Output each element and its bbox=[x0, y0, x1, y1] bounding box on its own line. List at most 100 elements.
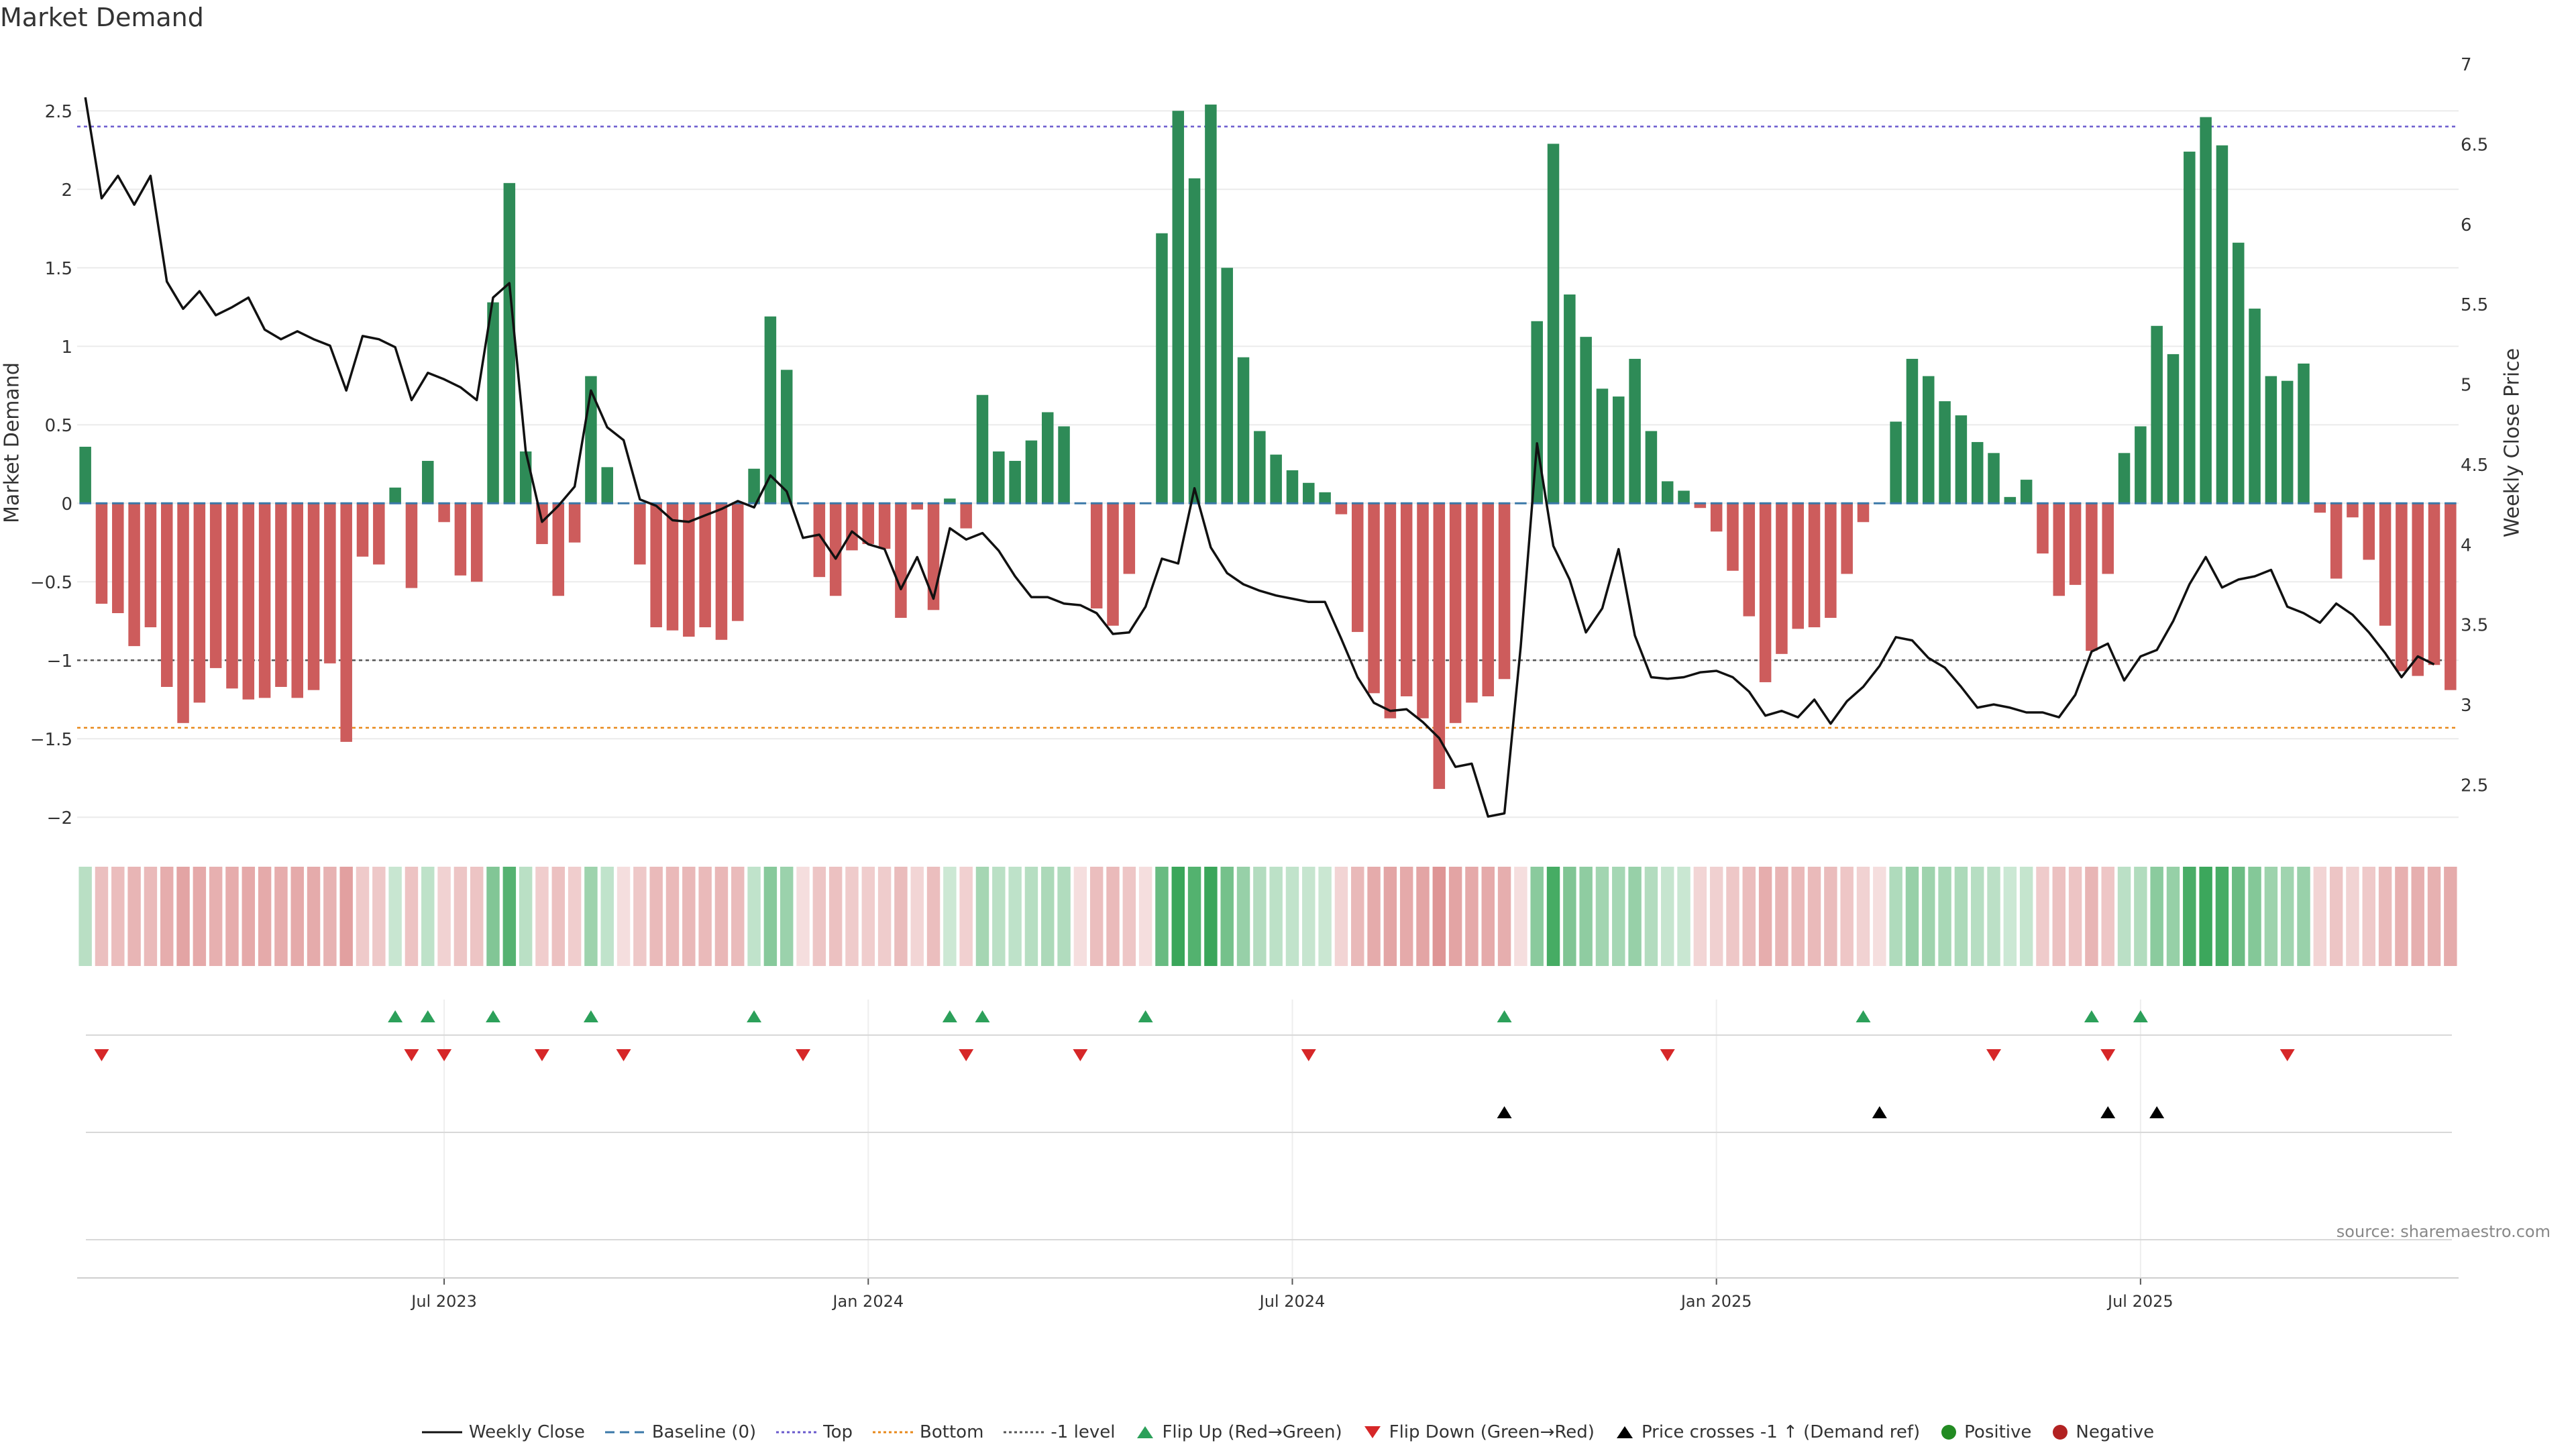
demand-bar bbox=[2265, 376, 2277, 504]
heat-cell bbox=[502, 867, 517, 966]
heat-cell bbox=[1204, 867, 1218, 966]
heat-cell bbox=[682, 867, 696, 966]
heat-cell bbox=[812, 867, 826, 966]
heat-cell bbox=[519, 867, 533, 966]
demand-bar bbox=[2445, 503, 2457, 690]
demand-bar bbox=[112, 503, 124, 613]
heat-cell bbox=[551, 867, 566, 966]
flip-up-marker bbox=[388, 1010, 403, 1022]
demand-bar bbox=[422, 461, 434, 504]
demand-bar bbox=[1384, 503, 1397, 718]
dashed-line-icon bbox=[604, 1431, 645, 1434]
x-tick-label: Jul 2025 bbox=[2106, 1292, 2174, 1311]
demand-bar bbox=[764, 316, 777, 504]
demand-bar bbox=[193, 503, 206, 703]
heat-cell bbox=[323, 867, 337, 966]
demand-bar bbox=[242, 503, 255, 700]
demand-bar bbox=[960, 503, 972, 529]
x-tick-label: Jan 2025 bbox=[1680, 1292, 1752, 1311]
heat-cell bbox=[1155, 867, 1169, 966]
demand-bar bbox=[2167, 354, 2180, 504]
demand-bar bbox=[1596, 388, 1609, 504]
y2-tick-label: 4 bbox=[2461, 535, 2472, 555]
x-tick-label: Jan 2024 bbox=[831, 1292, 904, 1311]
heat-cell bbox=[1465, 867, 1479, 966]
demand-bar bbox=[291, 503, 304, 698]
heat-cell bbox=[437, 867, 451, 966]
heat-cell bbox=[2052, 867, 2066, 966]
heat-cell bbox=[714, 867, 729, 966]
demand-bar bbox=[1286, 470, 1299, 504]
flip-down-marker bbox=[2279, 1049, 2295, 1061]
flip-up-marker bbox=[747, 1010, 762, 1022]
y-tick-label: −1.5 bbox=[30, 730, 72, 750]
heat-cell bbox=[665, 867, 680, 966]
heat-cell bbox=[2068, 867, 2082, 966]
demand-bar bbox=[144, 503, 157, 628]
demand-bar bbox=[2118, 453, 2131, 504]
heat-cell bbox=[649, 867, 663, 966]
heat-cell bbox=[241, 867, 256, 966]
heat-cell bbox=[1889, 867, 1902, 966]
heat-cell bbox=[2313, 867, 2327, 966]
heat-cell bbox=[1106, 867, 1120, 966]
heat-cell bbox=[2036, 867, 2049, 966]
demand-bar bbox=[1025, 440, 1038, 504]
demand-bar bbox=[732, 503, 744, 621]
heat-cell bbox=[388, 867, 402, 966]
demand-bar bbox=[275, 503, 287, 687]
demand-bar bbox=[1939, 401, 1951, 504]
legend-label: Negative bbox=[2076, 1422, 2155, 1442]
flip-down-marker bbox=[1660, 1049, 1675, 1061]
heat-cell bbox=[763, 867, 777, 966]
heat-cell bbox=[2280, 867, 2294, 966]
demand-bar bbox=[1645, 431, 1658, 504]
demand-bar bbox=[699, 503, 711, 628]
legend-label: Flip Up (Red→Green) bbox=[1162, 1422, 1342, 1442]
demand-bar bbox=[2053, 503, 2065, 596]
demand-bar bbox=[454, 503, 467, 576]
heat-cell bbox=[95, 867, 109, 966]
demand-bar bbox=[1041, 412, 1054, 504]
flip-up-marker bbox=[942, 1010, 957, 1022]
flip-down-marker bbox=[959, 1049, 974, 1061]
y-tick-label: 1.5 bbox=[45, 259, 72, 279]
flip-up-marker bbox=[1856, 1010, 1871, 1022]
heat-cell bbox=[1383, 867, 1397, 966]
y2-tick-label: 3.5 bbox=[2461, 616, 2488, 636]
heat-cell bbox=[747, 867, 761, 966]
demand-bar bbox=[1841, 503, 1853, 574]
demand-bar bbox=[2102, 503, 2114, 574]
dotted-line-icon bbox=[1004, 1431, 1044, 1434]
heat-cell bbox=[1302, 867, 1316, 966]
demand-bar bbox=[2330, 503, 2343, 579]
demand-bar bbox=[2086, 503, 2098, 651]
y-tick-label: 2 bbox=[61, 180, 72, 201]
heat-cell bbox=[421, 867, 435, 966]
demand-bar bbox=[1466, 503, 1478, 703]
demand-bar bbox=[2020, 480, 2033, 504]
heat-cell bbox=[975, 867, 989, 966]
heat-cell bbox=[2166, 867, 2180, 966]
demand-bar bbox=[1433, 503, 1446, 790]
heat-cell bbox=[568, 867, 582, 966]
heat-cell bbox=[1742, 867, 1756, 966]
heat-cell bbox=[225, 867, 239, 966]
demand-bar bbox=[226, 503, 238, 689]
heat-cell bbox=[1220, 867, 1234, 966]
heat-cell bbox=[307, 867, 321, 966]
heat-cell bbox=[209, 867, 223, 966]
demand-bar bbox=[1237, 357, 1250, 504]
demand-bar bbox=[1188, 178, 1201, 504]
y2-tick-label: 7 bbox=[2461, 55, 2472, 75]
heat-cell bbox=[258, 867, 272, 966]
demand-bar bbox=[258, 503, 271, 698]
heat-cell bbox=[2134, 867, 2147, 966]
weekly-close-line bbox=[84, 97, 2435, 818]
demand-bar bbox=[1123, 503, 1136, 574]
heat-cell bbox=[2297, 867, 2310, 966]
legend-item-weekly-close: Weekly Close bbox=[421, 1422, 585, 1442]
demand-bar bbox=[2151, 325, 2163, 504]
heat-cell bbox=[1660, 867, 1674, 966]
